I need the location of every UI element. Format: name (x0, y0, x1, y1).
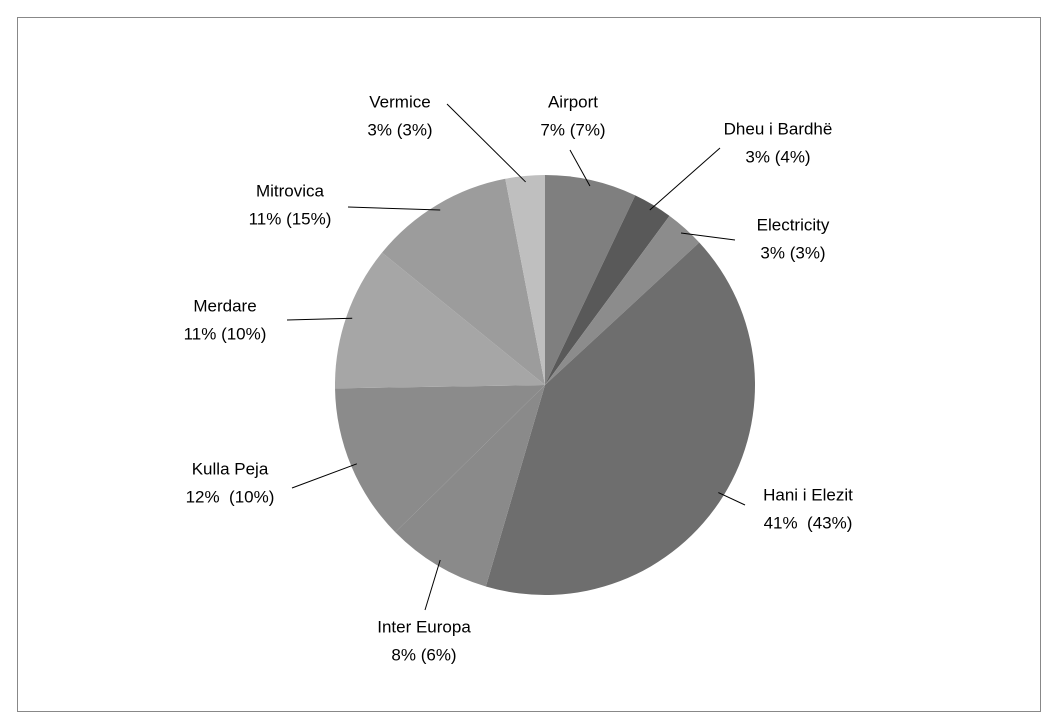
leader-line (291, 463, 358, 489)
value-label: 41% (43%) (764, 513, 853, 532)
leader-line (286, 317, 353, 321)
pie-slice (545, 195, 670, 385)
pie-slice (485, 242, 755, 595)
value-label: 7% (7%) (540, 120, 605, 139)
pie-slice (335, 385, 545, 533)
value-label: 3% (3%) (760, 243, 825, 262)
slice-label: Vermice (369, 92, 430, 111)
value-label: 3% (4%) (745, 147, 810, 166)
value-label: 3% (3%) (367, 120, 432, 139)
leader-line (569, 149, 591, 187)
leader-line (680, 232, 736, 241)
pie-slice (505, 175, 545, 385)
slice-label: Inter Europa (377, 617, 471, 636)
pie-slice (545, 215, 700, 385)
leader-line (649, 147, 721, 211)
pie-slice (335, 252, 545, 389)
leader-line (424, 559, 441, 611)
leader-line (347, 206, 441, 211)
value-label: 12% (10%) (186, 487, 275, 506)
value-label: 11% (10%) (184, 324, 267, 343)
pie-slice (545, 175, 636, 385)
pie-slice (395, 385, 545, 587)
slice-label: Kulla Peja (192, 459, 269, 478)
slice-label: Electricity (757, 215, 830, 234)
slice-label: Hani i Elezit (763, 485, 853, 504)
value-label: 11% (15%) (249, 209, 332, 228)
slice-label: Dheu i Bardhë (724, 119, 833, 138)
leader-line (446, 103, 526, 183)
pie-slice (382, 178, 545, 385)
leader-line (718, 492, 746, 506)
slice-label: Airport (548, 92, 598, 111)
value-label: 8% (6%) (391, 645, 456, 664)
slice-label: Merdare (193, 296, 256, 315)
slice-label: Mitrovica (256, 181, 325, 200)
